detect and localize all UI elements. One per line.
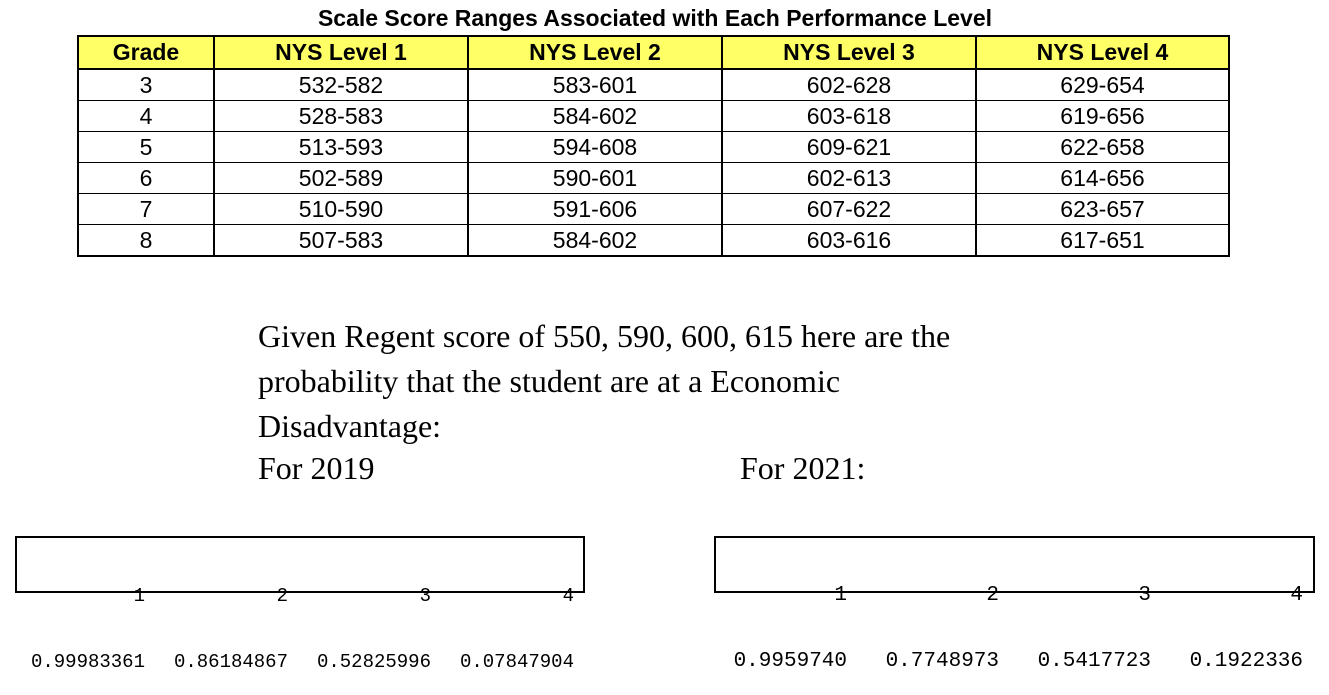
header-level-4: NYS Level 4 bbox=[975, 35, 1230, 70]
output-value: 0.9959740 bbox=[733, 650, 847, 673]
output-value: 0.1922336 bbox=[1189, 650, 1303, 673]
output-index-row: 1 2 3 4 bbox=[720, 585, 1309, 607]
cell-level-2: 583-601 bbox=[467, 68, 723, 101]
output-2019-box: 1 2 3 4 0.99983361 0.86184867 0.52825996… bbox=[15, 536, 585, 673]
paragraph-line: Given Regent score of 550, 590, 600, 615… bbox=[258, 318, 951, 354]
cell-grade: 8 bbox=[77, 224, 215, 257]
cell-level-2: 590-601 bbox=[467, 162, 723, 194]
cell-level-4: 614-656 bbox=[975, 162, 1230, 194]
table-row: 7 510-590 591-606 607-622 623-657 bbox=[77, 193, 1230, 225]
header-level-2: NYS Level 2 bbox=[467, 35, 723, 70]
output-value: 0.07847904 bbox=[459, 651, 574, 673]
table-row: 6 502-589 590-601 602-613 614-656 bbox=[77, 162, 1230, 194]
cell-level-3: 609-621 bbox=[721, 131, 977, 163]
cell-level-1: 510-590 bbox=[213, 193, 469, 225]
output-index: 1 bbox=[133, 585, 145, 607]
cell-grade: 3 bbox=[77, 68, 215, 101]
description-paragraph: Given Regent score of 550, 590, 600, 615… bbox=[258, 314, 1058, 449]
cell-grade: 5 bbox=[77, 131, 215, 163]
table-title: Scale Score Ranges Associated with Each … bbox=[317, 5, 993, 31]
cell-level-3: 603-618 bbox=[721, 100, 977, 132]
label-2019: For 2019 bbox=[258, 450, 375, 486]
header-level-1: NYS Level 1 bbox=[213, 35, 469, 70]
table-row: 4 528-583 584-602 603-618 619-656 bbox=[77, 100, 1230, 132]
output-index: 3 bbox=[1138, 584, 1151, 607]
cell-grade: 4 bbox=[77, 100, 215, 132]
cell-level-1: 513-593 bbox=[213, 131, 469, 163]
table-row: 8 507-583 584-602 603-616 617-651 bbox=[77, 224, 1230, 257]
cell-level-4: 623-657 bbox=[975, 193, 1230, 225]
cell-level-1: 532-582 bbox=[213, 68, 469, 101]
paragraph-line: probability that the student are at a Ec… bbox=[258, 363, 841, 399]
table-row: 5 513-593 594-608 609-621 622-658 bbox=[77, 131, 1230, 163]
header-level-3: NYS Level 3 bbox=[721, 35, 977, 70]
table-row: 3 532-582 583-601 602-628 629-654 bbox=[77, 68, 1230, 101]
table-header-row: Grade NYS Level 1 NYS Level 2 NYS Level … bbox=[77, 35, 1230, 70]
output-value: 0.5417723 bbox=[1037, 650, 1151, 673]
label-2021: For 2021: bbox=[740, 450, 866, 486]
cell-level-3: 602-628 bbox=[721, 68, 977, 101]
output-value-row: 0.99983361 0.86184867 0.52825996 0.07847… bbox=[21, 651, 579, 673]
output-index: 2 bbox=[986, 584, 999, 607]
scale-score-table: Grade NYS Level 1 NYS Level 2 NYS Level … bbox=[77, 35, 1230, 257]
cell-level-2: 584-602 bbox=[467, 224, 723, 257]
output-index: 3 bbox=[419, 585, 431, 607]
output-index-row: 1 2 3 4 bbox=[21, 585, 579, 607]
cell-grade: 7 bbox=[77, 193, 215, 225]
output-value: 0.86184867 bbox=[173, 651, 288, 673]
cell-level-2: 584-602 bbox=[467, 100, 723, 132]
output-value: 0.52825996 bbox=[316, 651, 431, 673]
output-value-row: 0.9959740 0.7748973 0.5417723 0.1922336 bbox=[720, 651, 1309, 673]
cell-level-4: 622-658 bbox=[975, 131, 1230, 163]
cell-level-2: 591-606 bbox=[467, 193, 723, 225]
output-value: 0.7748973 bbox=[885, 650, 999, 673]
output-index: 4 bbox=[1290, 584, 1303, 607]
output-index: 1 bbox=[834, 584, 847, 607]
cell-level-3: 607-622 bbox=[721, 193, 977, 225]
output-value: 0.99983361 bbox=[30, 651, 145, 673]
header-grade: Grade bbox=[77, 35, 215, 70]
cell-level-4: 619-656 bbox=[975, 100, 1230, 132]
cell-grade: 6 bbox=[77, 162, 215, 194]
output-index: 2 bbox=[276, 585, 288, 607]
output-index: 4 bbox=[562, 585, 574, 607]
paragraph-line: Disadvantage: bbox=[258, 408, 442, 444]
cell-level-2: 594-608 bbox=[467, 131, 723, 163]
cell-level-4: 617-651 bbox=[975, 224, 1230, 257]
output-2021-box: 1 2 3 4 0.9959740 0.7748973 0.5417723 0.… bbox=[714, 536, 1315, 673]
cell-level-1: 528-583 bbox=[213, 100, 469, 132]
cell-level-3: 602-613 bbox=[721, 162, 977, 194]
cell-level-4: 629-654 bbox=[975, 68, 1230, 101]
cell-level-1: 507-583 bbox=[213, 224, 469, 257]
cell-level-3: 603-616 bbox=[721, 224, 977, 257]
cell-level-1: 502-589 bbox=[213, 162, 469, 194]
